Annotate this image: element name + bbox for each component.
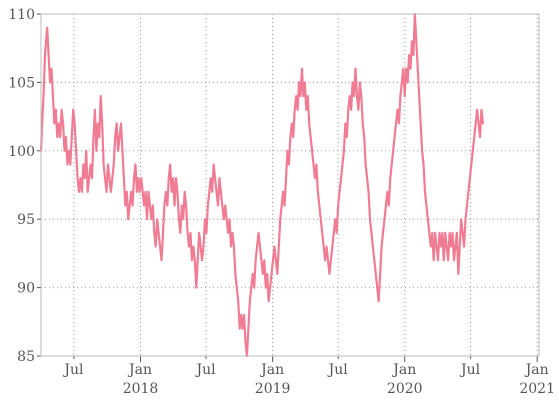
y-tick-label: 95 (17, 212, 35, 228)
x-tick-label: Jul (62, 362, 84, 378)
x-tick-label: Jul (194, 362, 216, 378)
y-tick-label: 100 (8, 144, 35, 160)
y-tick-label: 90 (17, 281, 35, 297)
plot-frame (40, 13, 540, 357)
x-tick-label: Jan (524, 362, 549, 378)
grid-lines (41, 13, 539, 357)
x-tick-label: Jul (327, 362, 349, 378)
series-layer (39, 12, 484, 358)
y-tick-label: 85 (17, 349, 35, 365)
x-tick-year-label: 2021 (519, 381, 555, 397)
y-tick-label: 105 (8, 75, 35, 91)
y-axis-ticks: 85 90 95 100 105 110 (8, 7, 41, 365)
x-tick-label: Jan (259, 362, 284, 378)
x-tick-year-label: 2019 (255, 381, 291, 397)
x-tick-year-label: 2020 (387, 381, 423, 397)
x-axis-ticks: Jul Jan 2018 Jul Jan 2019 Jul Jan 2020 Jul Jan 2021 (62, 356, 555, 397)
x-tick-label: Jul (459, 362, 481, 378)
y-tick-label: 110 (8, 7, 35, 23)
x-tick-year-label: 2018 (123, 381, 159, 397)
x-tick-label: Jan (391, 362, 416, 378)
x-tick-label: Jan (127, 362, 152, 378)
series-line (39, 12, 484, 358)
